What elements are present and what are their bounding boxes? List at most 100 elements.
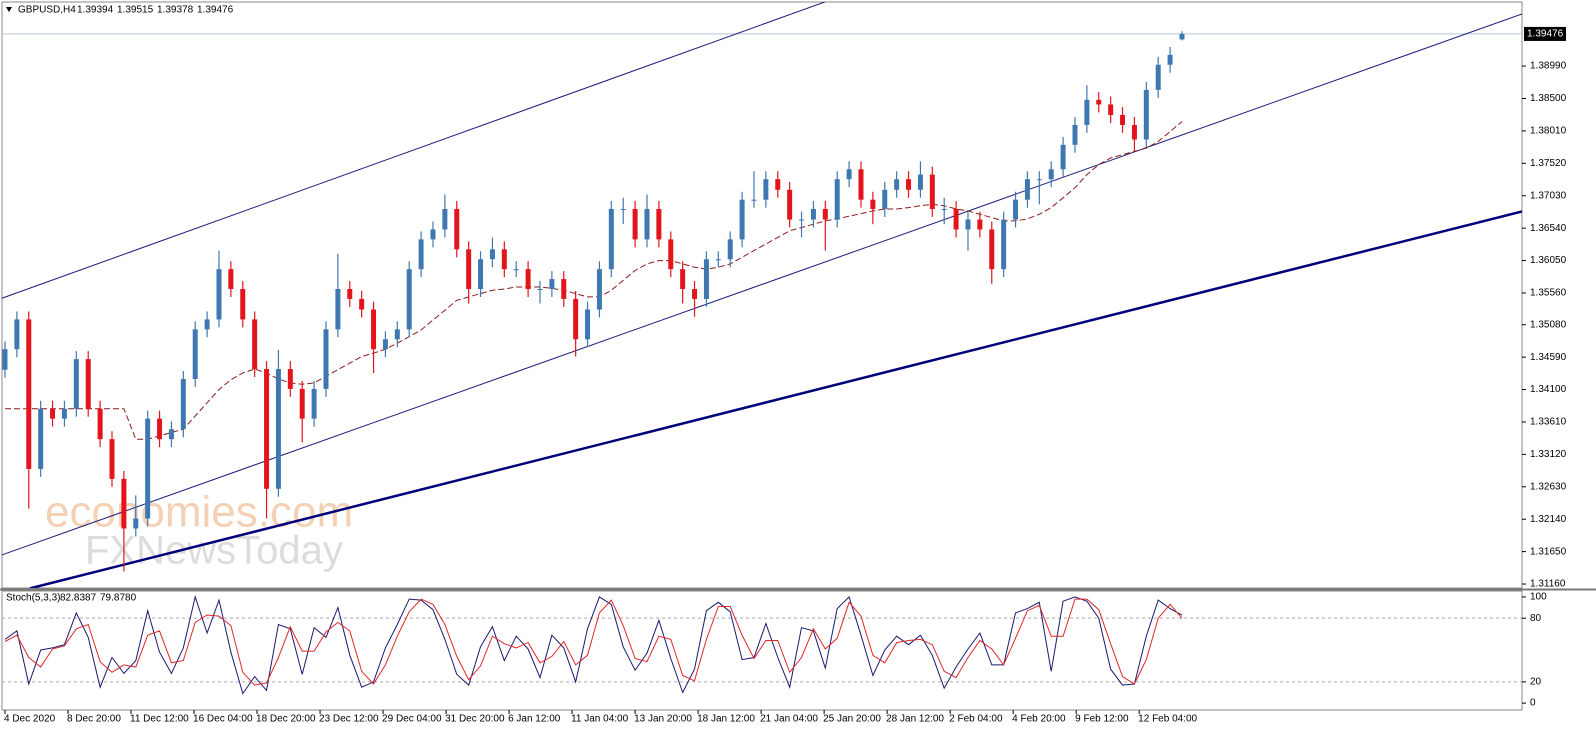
y-tick-label: 1.38990	[1530, 61, 1567, 72]
y-tick-label: 1.36050	[1530, 255, 1567, 266]
trend-line	[2, 2, 826, 299]
candle-body	[216, 269, 222, 320]
candle-body	[585, 309, 591, 340]
candle-body	[858, 169, 864, 200]
candle-body	[1001, 219, 1007, 270]
candle-body	[1096, 99, 1102, 105]
y-tick-label: 80	[1530, 613, 1542, 624]
candle-body	[442, 208, 448, 230]
candle-body	[537, 289, 543, 291]
y-tick-label: 1.36540	[1530, 223, 1567, 234]
main-plot	[2, 2, 1522, 588]
y-tick-label: 1.32630	[1530, 481, 1567, 492]
candle-body	[525, 269, 531, 290]
current-price-box	[1524, 26, 1566, 41]
candle-body	[799, 219, 805, 221]
current-price-label: 1.39476	[1527, 29, 1564, 40]
candle-body	[1143, 89, 1149, 140]
candle-body	[822, 208, 828, 220]
x-tick-label: 23 Dec 12:00	[319, 714, 379, 725]
candle-body	[359, 298, 365, 310]
stoch-line	[4, 598, 1183, 686]
candle-body	[311, 388, 317, 419]
x-tick-label: 25 Jan 20:00	[823, 714, 881, 725]
x-tick-label: 8 Dec 20:00	[67, 714, 121, 725]
trend-line	[29, 210, 1522, 588]
main-panel-frame	[1, 1, 1523, 589]
x-tick-label: 4 Feb 20:00	[1012, 714, 1066, 725]
x-tick-label: 18 Jan 12:00	[697, 714, 755, 725]
y-tick-label: 1.31650	[1530, 546, 1567, 557]
candle-body	[977, 219, 983, 230]
symbol-title: GBPUSD,H4	[18, 5, 76, 16]
candle-body	[371, 309, 377, 350]
watermark-text: FXNewsToday	[85, 529, 343, 573]
candle-body	[846, 169, 852, 180]
candle-body	[1013, 199, 1019, 220]
candle-body	[275, 369, 281, 489]
candle-body	[1060, 144, 1066, 170]
moving-average	[5, 121, 1183, 440]
candle-body	[109, 439, 115, 479]
candle-body	[1108, 104, 1114, 116]
x-tick-label: 31 Dec 20:00	[445, 714, 505, 725]
header-open: 1.39394	[77, 5, 114, 16]
candle-body	[810, 208, 816, 220]
candle-body	[418, 239, 424, 270]
candle-body	[763, 179, 769, 200]
x-tick-label: 29 Dec 04:00	[382, 714, 442, 725]
candle-body	[157, 418, 163, 440]
x-tick-label: 9 Feb 12:00	[1075, 714, 1129, 725]
candle-body	[620, 208, 626, 210]
y-tick-label: 1.33120	[1530, 449, 1567, 460]
x-tick-label: 16 Dec 04:00	[193, 714, 253, 725]
candle-body	[454, 208, 460, 250]
x-tick-label: 11 Dec 12:00	[130, 714, 189, 725]
x-tick-label: 28 Jan 12:00	[886, 714, 944, 725]
candle-body	[240, 289, 246, 320]
stoch-title: Stoch(5,3,3)	[6, 593, 60, 604]
candle-body	[264, 369, 270, 489]
y-tick-label: 100	[1530, 592, 1547, 603]
candle-body	[466, 249, 472, 290]
x-tick-label: 21 Jan 04:00	[760, 714, 818, 725]
candle-body	[1036, 179, 1042, 181]
candle-body	[715, 259, 721, 261]
y-tick-label: 1.31160	[1530, 579, 1566, 590]
candle-body	[14, 319, 20, 350]
candle-body	[323, 329, 329, 389]
y-tick-label: 1.35560	[1530, 288, 1567, 299]
candle-body	[73, 359, 79, 409]
candle-body	[727, 239, 733, 260]
candle-body	[751, 199, 757, 201]
candle-body	[489, 249, 495, 260]
candle-body	[894, 179, 900, 190]
candle-body	[335, 289, 341, 330]
stoch-k-value: 82.8387	[60, 593, 97, 604]
candle-body	[382, 339, 388, 350]
candle-body	[97, 408, 103, 440]
x-tick-label: 6 Jan 12:00	[508, 714, 561, 725]
candle-body	[1024, 179, 1030, 200]
candle-body	[1155, 64, 1161, 90]
candle-body	[228, 269, 234, 290]
y-tick-label: 1.38500	[1530, 93, 1567, 104]
candle-body	[38, 408, 44, 469]
candle-body	[668, 239, 674, 270]
candle-body	[478, 259, 484, 290]
candle-body	[644, 208, 650, 240]
candle-body	[133, 518, 139, 529]
candle-body	[1072, 124, 1078, 145]
x-tick-label: 13 Jan 20:00	[634, 714, 692, 725]
y-tick-label: 1.35080	[1530, 319, 1567, 330]
header-low: 1.39378	[157, 5, 194, 16]
candle-body	[870, 199, 876, 209]
candle-body	[1179, 33, 1185, 40]
y-tick-label: 1.38010	[1530, 126, 1567, 137]
y-tick-label: 0	[1530, 698, 1536, 709]
candle-body	[50, 408, 56, 419]
candle-body	[703, 259, 709, 299]
trend-line	[2, 13, 1522, 556]
x-tick-label: 2 Feb 04:00	[949, 714, 1003, 725]
